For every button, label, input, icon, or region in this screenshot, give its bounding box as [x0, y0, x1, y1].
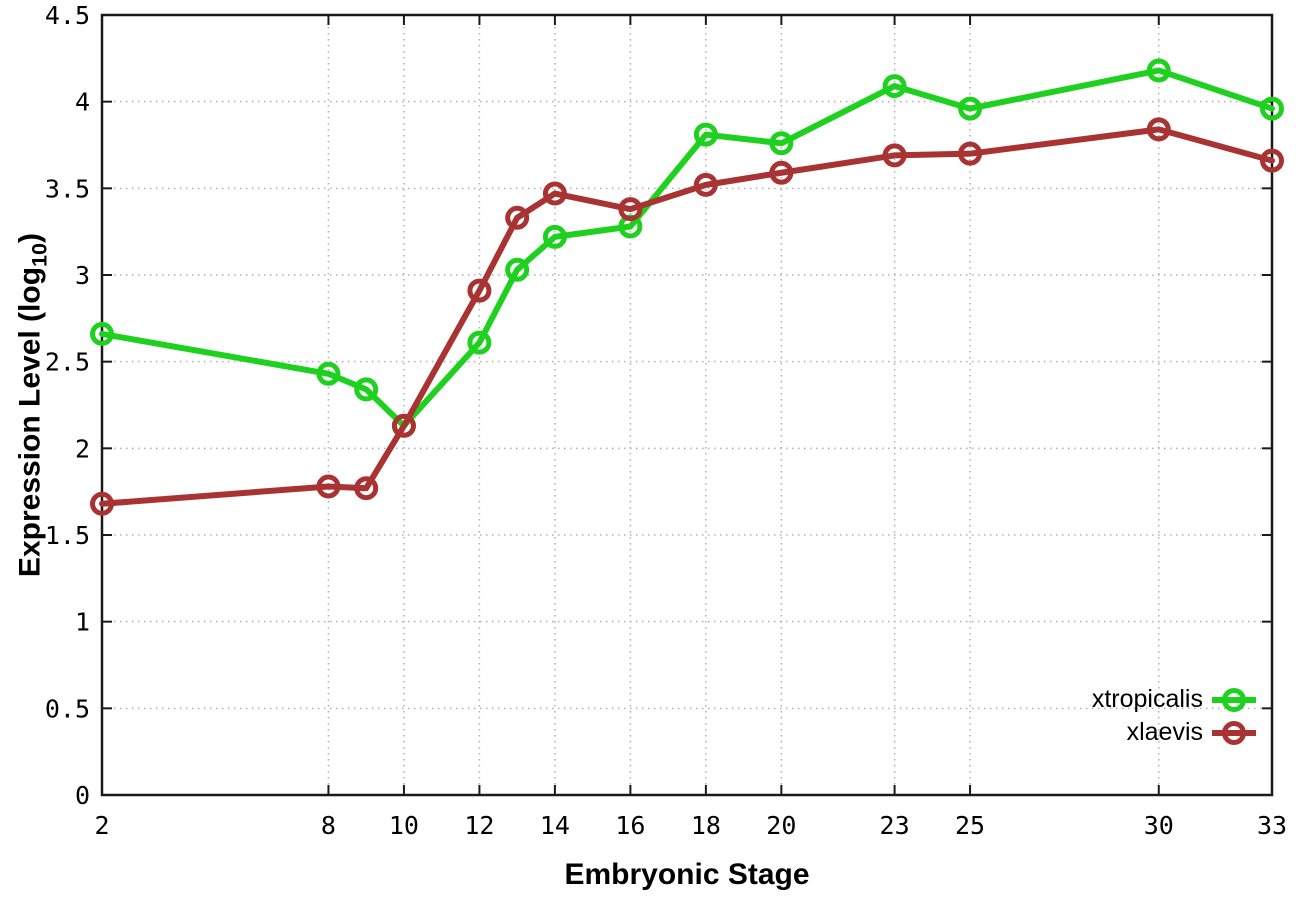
legend: xtropicalis xlaevis: [1092, 683, 1256, 749]
x-tick-label: 16: [615, 811, 645, 840]
y-tick-label: 2.5: [45, 348, 90, 377]
x-tick-label: 10: [389, 811, 419, 840]
y-tick-label: 1.5: [45, 521, 90, 550]
y-axis-title-text: Expression Level (log: [13, 266, 47, 578]
y-tick-label: 3.5: [45, 174, 90, 203]
legend-item-xlaevis: xlaevis: [1127, 716, 1256, 749]
data-point-marker: [354, 377, 379, 402]
plot-border: [100, 13, 1274, 797]
y-tick-label: 4.5: [45, 1, 90, 30]
gridlines: [102, 15, 1272, 795]
data-point-marker: [693, 172, 718, 197]
data-point-marker: [90, 491, 114, 516]
x-tick-label: 8: [321, 811, 336, 840]
data-point-marker: [1260, 96, 1284, 121]
legend-label-xtropicalis: xtropicalis: [1091, 685, 1203, 713]
y-tick-label: 2: [75, 434, 90, 463]
x-tick-label: 33: [1257, 811, 1287, 840]
data-point-marker: [958, 141, 983, 166]
tick-labels: 2 8 10 12 14 16 18 20 23 25 30 33 0 0.5 1 1.5 2 2.5 3 3.5 4 4…: [45, 1, 1287, 840]
legend-sample-xlaevis-icon: [1212, 720, 1256, 745]
data-point-marker: [693, 122, 718, 147]
data-point-marker: [542, 181, 567, 206]
x-tick-label: 12: [464, 811, 494, 840]
data-point-marker: [354, 476, 379, 501]
data-point-marker: [769, 131, 794, 156]
y-axis-title-suffix: ): [13, 232, 47, 243]
axis-ticks: [101, 14, 1273, 796]
data-point-marker: [467, 278, 492, 303]
legend-label-xlaevis: xlaevis: [1126, 718, 1203, 746]
series-xlaevis-line: [99, 126, 1275, 507]
y-axis-title-subscript: 10: [26, 242, 52, 267]
data-point-marker: [618, 197, 643, 222]
data-point-marker: [1146, 58, 1171, 83]
y-tick-label: 1: [75, 608, 90, 637]
legend-item-xtropicalis: xtropicalis: [1092, 683, 1256, 716]
y-tick-label: 4: [75, 88, 90, 117]
series-xlaevis: [90, 117, 1284, 516]
x-tick-label: 30: [1144, 811, 1174, 840]
data-point-marker: [391, 413, 416, 438]
x-tick-label: 25: [955, 811, 985, 840]
x-tick-label: 14: [540, 811, 570, 840]
data-point-marker: [1260, 148, 1284, 173]
series-xtropicalis-line: [99, 67, 1275, 429]
y-tick-label: 3: [75, 261, 90, 290]
data-point-marker: [542, 224, 567, 249]
y-axis-title: Expression Level (log10): [14, 233, 53, 577]
x-tick-label: 18: [691, 811, 721, 840]
data-point-marker: [505, 205, 530, 230]
x-axis-title: Embryonic Stage: [564, 858, 810, 891]
data-point-marker: [882, 143, 907, 168]
data-point-marker: [958, 96, 983, 121]
data-point-marker: [467, 330, 492, 355]
data-point-marker: [316, 361, 341, 386]
series-xtropicalis: [90, 58, 1284, 438]
x-tick-label: 23: [880, 811, 910, 840]
data-point-marker: [882, 74, 907, 99]
data-point-marker: [316, 474, 341, 499]
y-tick-label: 0: [75, 781, 90, 810]
data-point-marker: [505, 257, 530, 282]
data-point-marker: [90, 321, 114, 346]
y-tick-label: 0.5: [45, 694, 90, 723]
x-tick-label: 20: [766, 811, 796, 840]
x-tick-label: 2: [94, 811, 109, 840]
data-point-marker: [1146, 117, 1171, 142]
data-point-marker: [769, 160, 794, 185]
legend-sample-xtropicalis-icon: [1212, 687, 1256, 712]
